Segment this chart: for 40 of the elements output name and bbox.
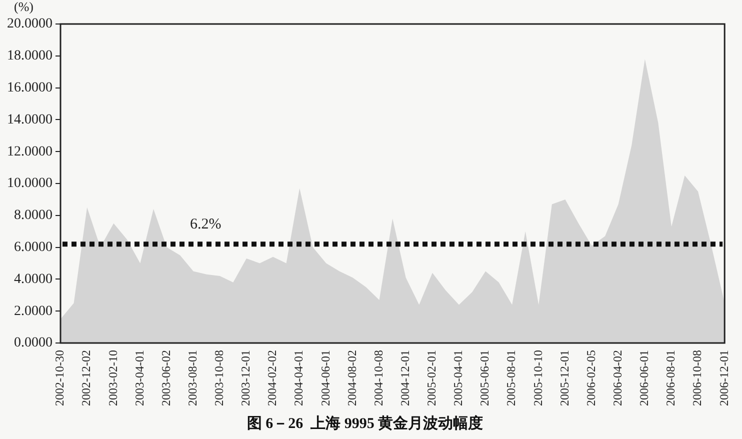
y-tick-label: 18.0000 (7, 48, 52, 64)
x-tick-label: 2006-10-08 (690, 350, 704, 406)
y-tick-label: 6.0000 (14, 240, 52, 255)
x-tick-label: 2003-02-10 (106, 350, 120, 406)
y-tick-label: 2.0000 (14, 304, 52, 319)
y-tick-label: 12.0000 (7, 144, 52, 160)
x-tick-label: 2005-06-01 (478, 350, 492, 406)
y-tick-label: 20.0000 (7, 16, 52, 32)
x-tick-label: 2006-06-01 (637, 350, 652, 406)
x-tick-label: 2003-08-01 (185, 350, 200, 406)
y-axis-title: (%) (14, 0, 34, 14)
x-tick-label: 2003-04-01 (132, 350, 146, 406)
x-tick-label: 2003-10-08 (212, 350, 226, 406)
x-tick-label: 2004-06-01 (318, 350, 332, 406)
x-tick-label: 2003-06-02 (158, 350, 173, 406)
y-tick-label: 10.0000 (7, 176, 52, 192)
text: 图 6－26 上海 9995 黄金月波动幅度 (246, 414, 484, 432)
x-tick-label: 2006-12-01 (716, 350, 731, 406)
y-tick-label: 0.0000 (14, 336, 52, 351)
x-tick-label: 2004-08-02 (344, 350, 359, 406)
x-tick-label: 2005-02-01 (424, 350, 439, 406)
x-tick-label: 2005-08-01 (504, 350, 518, 406)
x-tick-label: 2005-10-10 (530, 350, 545, 406)
x-tick-label: 2006-04-02 (610, 350, 624, 406)
y-tick-label: 4.0000 (14, 272, 52, 287)
y-tick-label: 8.0000 (14, 208, 52, 224)
y-tick-label: 14.0000 (7, 112, 52, 128)
x-tick-label: 2005-12-01 (557, 350, 572, 406)
y-tick-label: 16.0000 (7, 80, 52, 96)
x-tick-label: 2003-12-01 (238, 350, 253, 406)
x-tick-label: 2004-04-01 (292, 350, 306, 406)
x-tick-label: 2006-08-01 (664, 350, 678, 406)
x-tick-label: 2005-04-01 (451, 350, 466, 406)
x-tick-label: 2004-12-01 (398, 350, 412, 406)
x-tick-label: 2004-02-02 (265, 350, 280, 406)
x-tick-label: 2006-02-05 (584, 350, 598, 406)
x-tick-label: 2002-12-02 (79, 350, 94, 406)
x-tick-label: 2002-10-30 (52, 350, 67, 406)
x-tick-label: 2004-10-08 (371, 350, 386, 406)
ref-line-label: 6.2% (190, 216, 222, 233)
